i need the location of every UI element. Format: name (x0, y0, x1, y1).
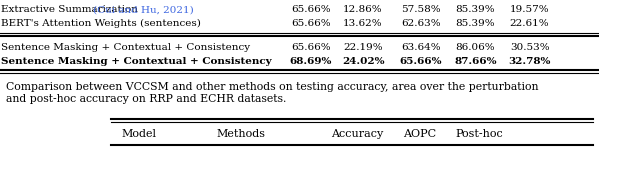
Text: 22.19%: 22.19% (343, 44, 383, 53)
Text: Comparison between VCCSM and other methods on testing accuracy, area over the pe: Comparison between VCCSM and other metho… (6, 82, 538, 92)
Text: Extractive Summarization: Extractive Summarization (1, 5, 141, 14)
Text: 32.78%: 32.78% (508, 56, 551, 65)
Text: 65.66%: 65.66% (291, 5, 330, 14)
Text: 22.61%: 22.61% (510, 19, 549, 28)
Text: 85.39%: 85.39% (456, 5, 495, 14)
Text: 57.58%: 57.58% (401, 5, 441, 14)
Text: 62.63%: 62.63% (401, 19, 441, 28)
Text: 65.66%: 65.66% (291, 44, 330, 53)
Text: Model: Model (121, 129, 156, 139)
Text: 19.57%: 19.57% (510, 5, 549, 14)
Text: 68.69%: 68.69% (289, 56, 332, 65)
Text: 86.06%: 86.06% (456, 44, 495, 53)
Text: AOPC: AOPC (403, 129, 436, 139)
Text: 24.02%: 24.02% (342, 56, 384, 65)
Text: BERT's Attention Weights (sentences): BERT's Attention Weights (sentences) (1, 18, 201, 28)
Text: Post-hoc: Post-hoc (455, 129, 503, 139)
Text: 65.66%: 65.66% (291, 19, 330, 28)
Text: 12.86%: 12.86% (343, 5, 383, 14)
Text: 65.66%: 65.66% (400, 56, 442, 65)
Text: Sentence Masking + Contextual + Consistency: Sentence Masking + Contextual + Consiste… (1, 56, 271, 65)
Text: 85.39%: 85.39% (456, 19, 495, 28)
Text: 63.64%: 63.64% (401, 44, 441, 53)
Text: and post-hoc accuracy on RRP and ECHR datasets.: and post-hoc accuracy on RRP and ECHR da… (6, 94, 286, 104)
Text: (Cui and Hu, 2021): (Cui and Hu, 2021) (93, 5, 194, 14)
Text: 13.62%: 13.62% (343, 19, 383, 28)
Text: Methods: Methods (217, 129, 266, 139)
Text: Accuracy: Accuracy (332, 129, 383, 139)
Text: Sentence Masking + Contextual + Consistency: Sentence Masking + Contextual + Consiste… (1, 44, 250, 53)
Text: 30.53%: 30.53% (510, 44, 549, 53)
Text: 87.66%: 87.66% (454, 56, 497, 65)
